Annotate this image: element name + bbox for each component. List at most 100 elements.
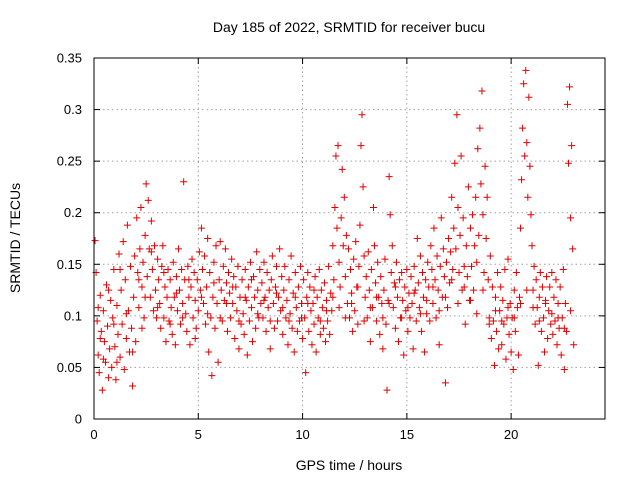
data-point: [527, 211, 535, 219]
data-point: [217, 286, 225, 294]
data-point: [505, 330, 513, 338]
data-point: [163, 293, 171, 301]
data-point: [434, 286, 442, 294]
data-point: [486, 252, 494, 260]
data-point: [327, 289, 335, 297]
data-point: [221, 245, 229, 253]
data-point: [262, 327, 270, 335]
data-point: [316, 330, 324, 338]
data-point: [521, 152, 529, 160]
data-point: [116, 353, 124, 361]
data-point: [285, 276, 293, 284]
data-point: [186, 341, 194, 349]
data-point: [234, 262, 242, 270]
data-point: [480, 269, 488, 277]
data-point: [193, 276, 201, 284]
data-point: [559, 265, 567, 273]
data-point: [535, 293, 543, 301]
data-point: [415, 304, 423, 312]
x-axis-label: GPS time / hours: [296, 457, 403, 473]
data-point: [373, 293, 381, 301]
chart-title: Day 185 of 2022, SRMTID for receiver buc…: [213, 19, 485, 35]
data-point: [359, 183, 367, 191]
data-point: [137, 204, 145, 212]
data-point: [482, 235, 490, 242]
data-point: [474, 145, 482, 153]
data-point: [483, 193, 491, 201]
data-point: [283, 296, 291, 304]
data-point: [264, 304, 272, 312]
data-point: [322, 338, 330, 346]
data-point: [337, 214, 345, 222]
data-point: [113, 302, 121, 310]
data-point: [416, 310, 424, 318]
data-point: [180, 178, 188, 186]
data-point: [479, 211, 487, 219]
data-point: [331, 204, 339, 212]
data-point: [202, 320, 210, 328]
data-point: [97, 327, 105, 335]
data-point: [120, 365, 128, 373]
data-point: [355, 262, 363, 270]
data-point: [252, 324, 260, 332]
data-point: [492, 293, 499, 301]
data-point: [206, 269, 214, 277]
data-point: [294, 283, 302, 291]
data-point: [504, 304, 512, 312]
data-point: [129, 382, 137, 390]
data-point: [204, 310, 212, 318]
data-point: [466, 296, 474, 304]
data-point: [352, 238, 360, 246]
data-point: [288, 324, 296, 332]
data-point: [315, 265, 323, 273]
data-point: [476, 124, 484, 132]
data-point: [556, 283, 564, 291]
data-point: [168, 330, 176, 338]
data-point: [284, 341, 292, 349]
data-point: [114, 330, 122, 338]
data-point: [492, 307, 499, 315]
data-point: [138, 283, 146, 291]
data-point: [154, 304, 162, 312]
data-point: [259, 314, 267, 322]
data-point: [233, 307, 241, 315]
data-point: [313, 293, 321, 301]
data-point: [152, 286, 160, 294]
data-point: [129, 348, 137, 356]
data-point: [360, 317, 368, 325]
data-point: [354, 283, 362, 291]
data-point: [429, 299, 437, 307]
data-point: [398, 314, 406, 322]
data-point: [106, 345, 114, 353]
y-tick-label: 0.15: [57, 257, 82, 272]
data-point: [96, 291, 104, 299]
data-point: [169, 258, 177, 266]
data-point: [472, 193, 480, 201]
data-point: [382, 320, 390, 328]
data-point: [172, 289, 180, 297]
data-point: [189, 314, 197, 322]
data-point: [325, 262, 333, 270]
data-point: [179, 299, 187, 307]
data-point: [517, 224, 525, 232]
data-point: [99, 307, 107, 315]
data-point: [99, 355, 107, 363]
data-point: [522, 66, 530, 74]
data-point: [469, 211, 477, 219]
data-point: [123, 221, 131, 229]
y-tick-label: 0.1: [64, 308, 82, 323]
y-axis-label: SRMTID / TECUs: [7, 183, 23, 293]
data-point: [200, 299, 207, 307]
data-point: [423, 310, 431, 318]
data-point: [387, 269, 395, 277]
data-point: [348, 289, 356, 297]
data-point: [135, 276, 143, 284]
data-point: [435, 307, 443, 315]
data-point: [441, 293, 449, 301]
x-tick-label: 15: [400, 427, 414, 442]
data-point: [308, 341, 316, 349]
data-point: [282, 314, 290, 322]
data-point: [546, 283, 554, 291]
data-point: [307, 307, 315, 315]
data-point: [386, 211, 394, 219]
